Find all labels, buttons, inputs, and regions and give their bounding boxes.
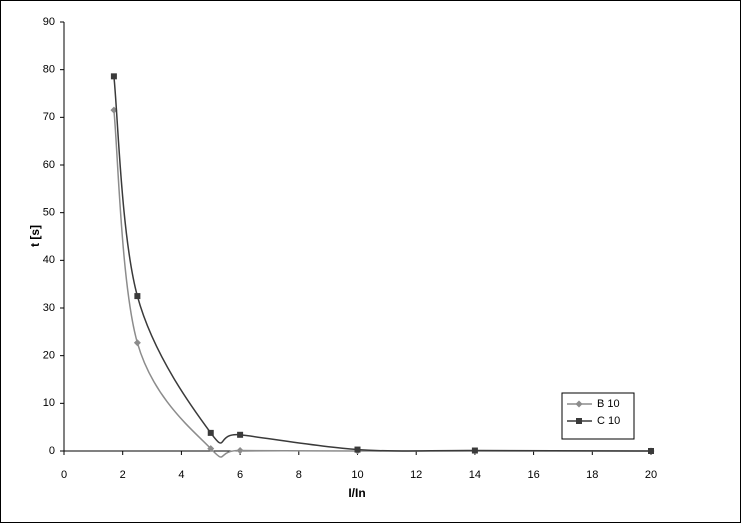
marker xyxy=(110,73,117,80)
marker xyxy=(133,339,141,347)
x-tick-label: 18 xyxy=(586,469,598,481)
y-tick-label: 60 xyxy=(43,159,55,171)
marker xyxy=(576,418,582,424)
marker xyxy=(207,445,215,453)
y-tick-label: 30 xyxy=(43,302,55,314)
marker xyxy=(575,400,583,408)
marker xyxy=(237,431,244,438)
x-tick-label: 16 xyxy=(527,469,539,481)
y-tick-label: 80 xyxy=(43,64,55,76)
x-tick-label: 14 xyxy=(469,469,481,481)
y-tick-label: 10 xyxy=(43,397,55,409)
legend-label: B 10 xyxy=(597,398,620,410)
legend-label: C 10 xyxy=(597,415,620,427)
y-tick-label: 0 xyxy=(49,445,55,457)
y-axis-title: t [s] xyxy=(28,225,42,247)
y-tick-label: 70 xyxy=(43,111,55,123)
marker xyxy=(207,429,214,436)
marker xyxy=(648,448,654,454)
x-tick-label: 20 xyxy=(645,469,657,481)
x-tick-label: 0 xyxy=(61,469,67,481)
marker xyxy=(471,447,478,454)
x-axis-title: I/In xyxy=(348,486,365,500)
y-tick-label: 50 xyxy=(43,207,55,219)
legend-box xyxy=(561,392,635,440)
y-tick-label: 40 xyxy=(43,254,55,266)
marker xyxy=(236,447,244,455)
y-tick-label: 20 xyxy=(43,350,55,362)
marker xyxy=(354,446,361,453)
x-tick-label: 4 xyxy=(178,469,184,481)
x-tick-label: 6 xyxy=(237,469,243,481)
marker xyxy=(134,293,141,300)
x-tick-label: 10 xyxy=(351,469,363,481)
x-tick-label: 2 xyxy=(120,469,126,481)
y-tick-label: 90 xyxy=(43,16,55,28)
x-tick-label: 8 xyxy=(296,469,302,481)
x-tick-label: 12 xyxy=(410,469,422,481)
